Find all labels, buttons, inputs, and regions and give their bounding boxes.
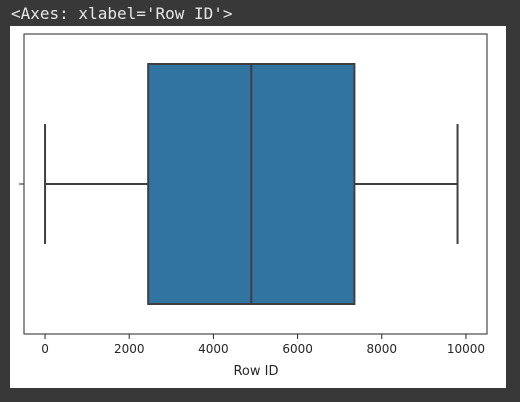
x-tick-label: 8000: [366, 342, 397, 356]
boxplot-chart: 0 2000 4000 6000 8000 10000 Row ID: [10, 26, 506, 388]
x-axis-label: Row ID: [233, 364, 278, 379]
x-axis-ticks: 0 2000 4000 6000 8000 10000: [41, 334, 485, 356]
x-tick-label: 10000: [447, 342, 485, 356]
chart-figure: 0 2000 4000 6000 8000 10000 Row ID: [10, 26, 506, 388]
x-tick-label: 6000: [282, 342, 313, 356]
x-tick-label: 4000: [198, 342, 229, 356]
x-tick-label: 0: [41, 342, 49, 356]
x-tick-label: 2000: [114, 342, 145, 356]
axes-repr-output: <Axes: xlabel='Row ID'>: [11, 3, 233, 25]
